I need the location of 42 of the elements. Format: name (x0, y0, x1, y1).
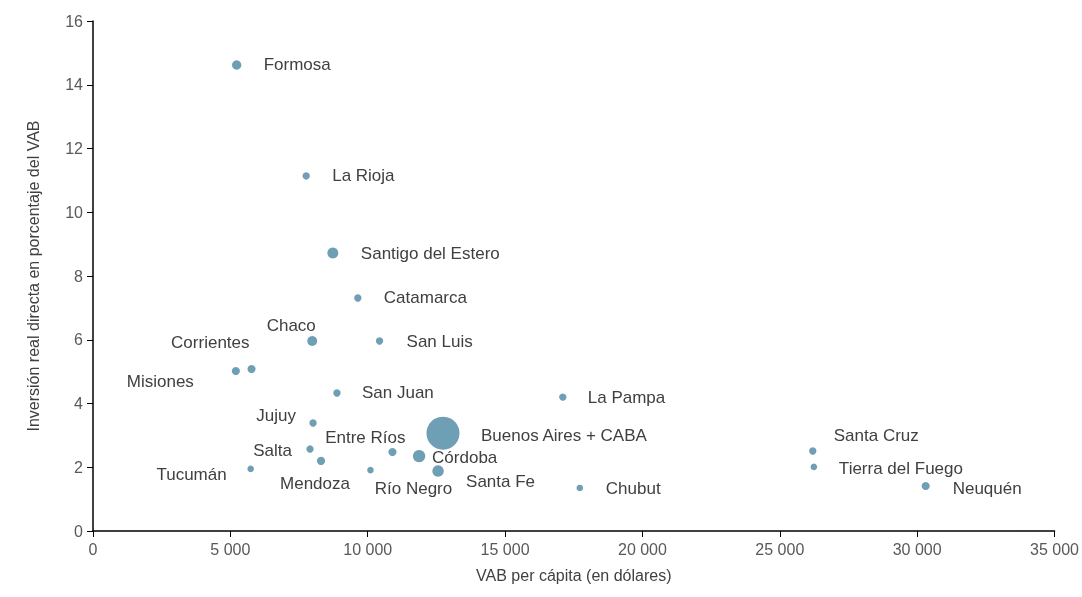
annotation: Catamarca (383, 288, 468, 308)
annotation: Santigo del Estero (360, 243, 500, 263)
annotation: Corrientes (171, 332, 250, 352)
y-tick-label: 2 (74, 458, 84, 476)
annotation: La Pampa (587, 387, 666, 407)
y-tick-label: 8 (74, 267, 84, 285)
annotation: Neuquén (952, 478, 1022, 498)
annotation: Mendoza (280, 474, 351, 494)
annotation: Santa Fe (466, 471, 536, 491)
y-tick-label: 6 (74, 331, 84, 349)
annotation: Tucumán (156, 465, 227, 485)
x-tick-label: 20 000 (617, 540, 668, 558)
x-tick-label: 25 000 (755, 540, 805, 558)
y-axis-title: Inversión real directa en porcentaje del VAB (24, 120, 42, 432)
annotation: Chaco (266, 315, 316, 335)
annotation: Río Negro (374, 478, 453, 498)
annotation: Entre Ríos (325, 428, 406, 448)
annotation: Misiones (126, 372, 194, 392)
x-tick-label: 30 000 (892, 540, 942, 558)
annotation: Chubut (605, 479, 661, 499)
x-tick-label: 5 000 (210, 540, 251, 558)
annotation: La Rioja (332, 166, 396, 186)
x-tick-label: 0 (88, 540, 98, 558)
y-tick-label: 14 (65, 76, 84, 94)
annotation: Jujuy (256, 406, 297, 426)
y-tick-label: 0 (74, 522, 84, 540)
y-tick-label: 16 (65, 12, 84, 30)
annotation: Buenos Aires + CABA (481, 425, 648, 445)
annotation: San Juan (361, 383, 434, 403)
y-tick-label: 12 (65, 140, 84, 157)
y-tick-label: 4 (74, 395, 84, 412)
annotation: Formosa (263, 55, 332, 75)
x-tick-label: 15 000 (480, 540, 530, 558)
annotation: Santa Cruz (833, 426, 919, 446)
y-tick-label: 10 (65, 203, 84, 221)
annotation: San Luis (406, 331, 473, 351)
x-axis-title: VAB per cápita (en dólares) (476, 566, 672, 584)
annotation: Tierra del Fuego (838, 459, 963, 479)
annotation: Salta (253, 440, 293, 460)
x-tick-label: 10 000 (343, 540, 393, 558)
x-tick-label: 35 000 (1030, 540, 1080, 558)
annotation: Córdoba (432, 447, 498, 467)
